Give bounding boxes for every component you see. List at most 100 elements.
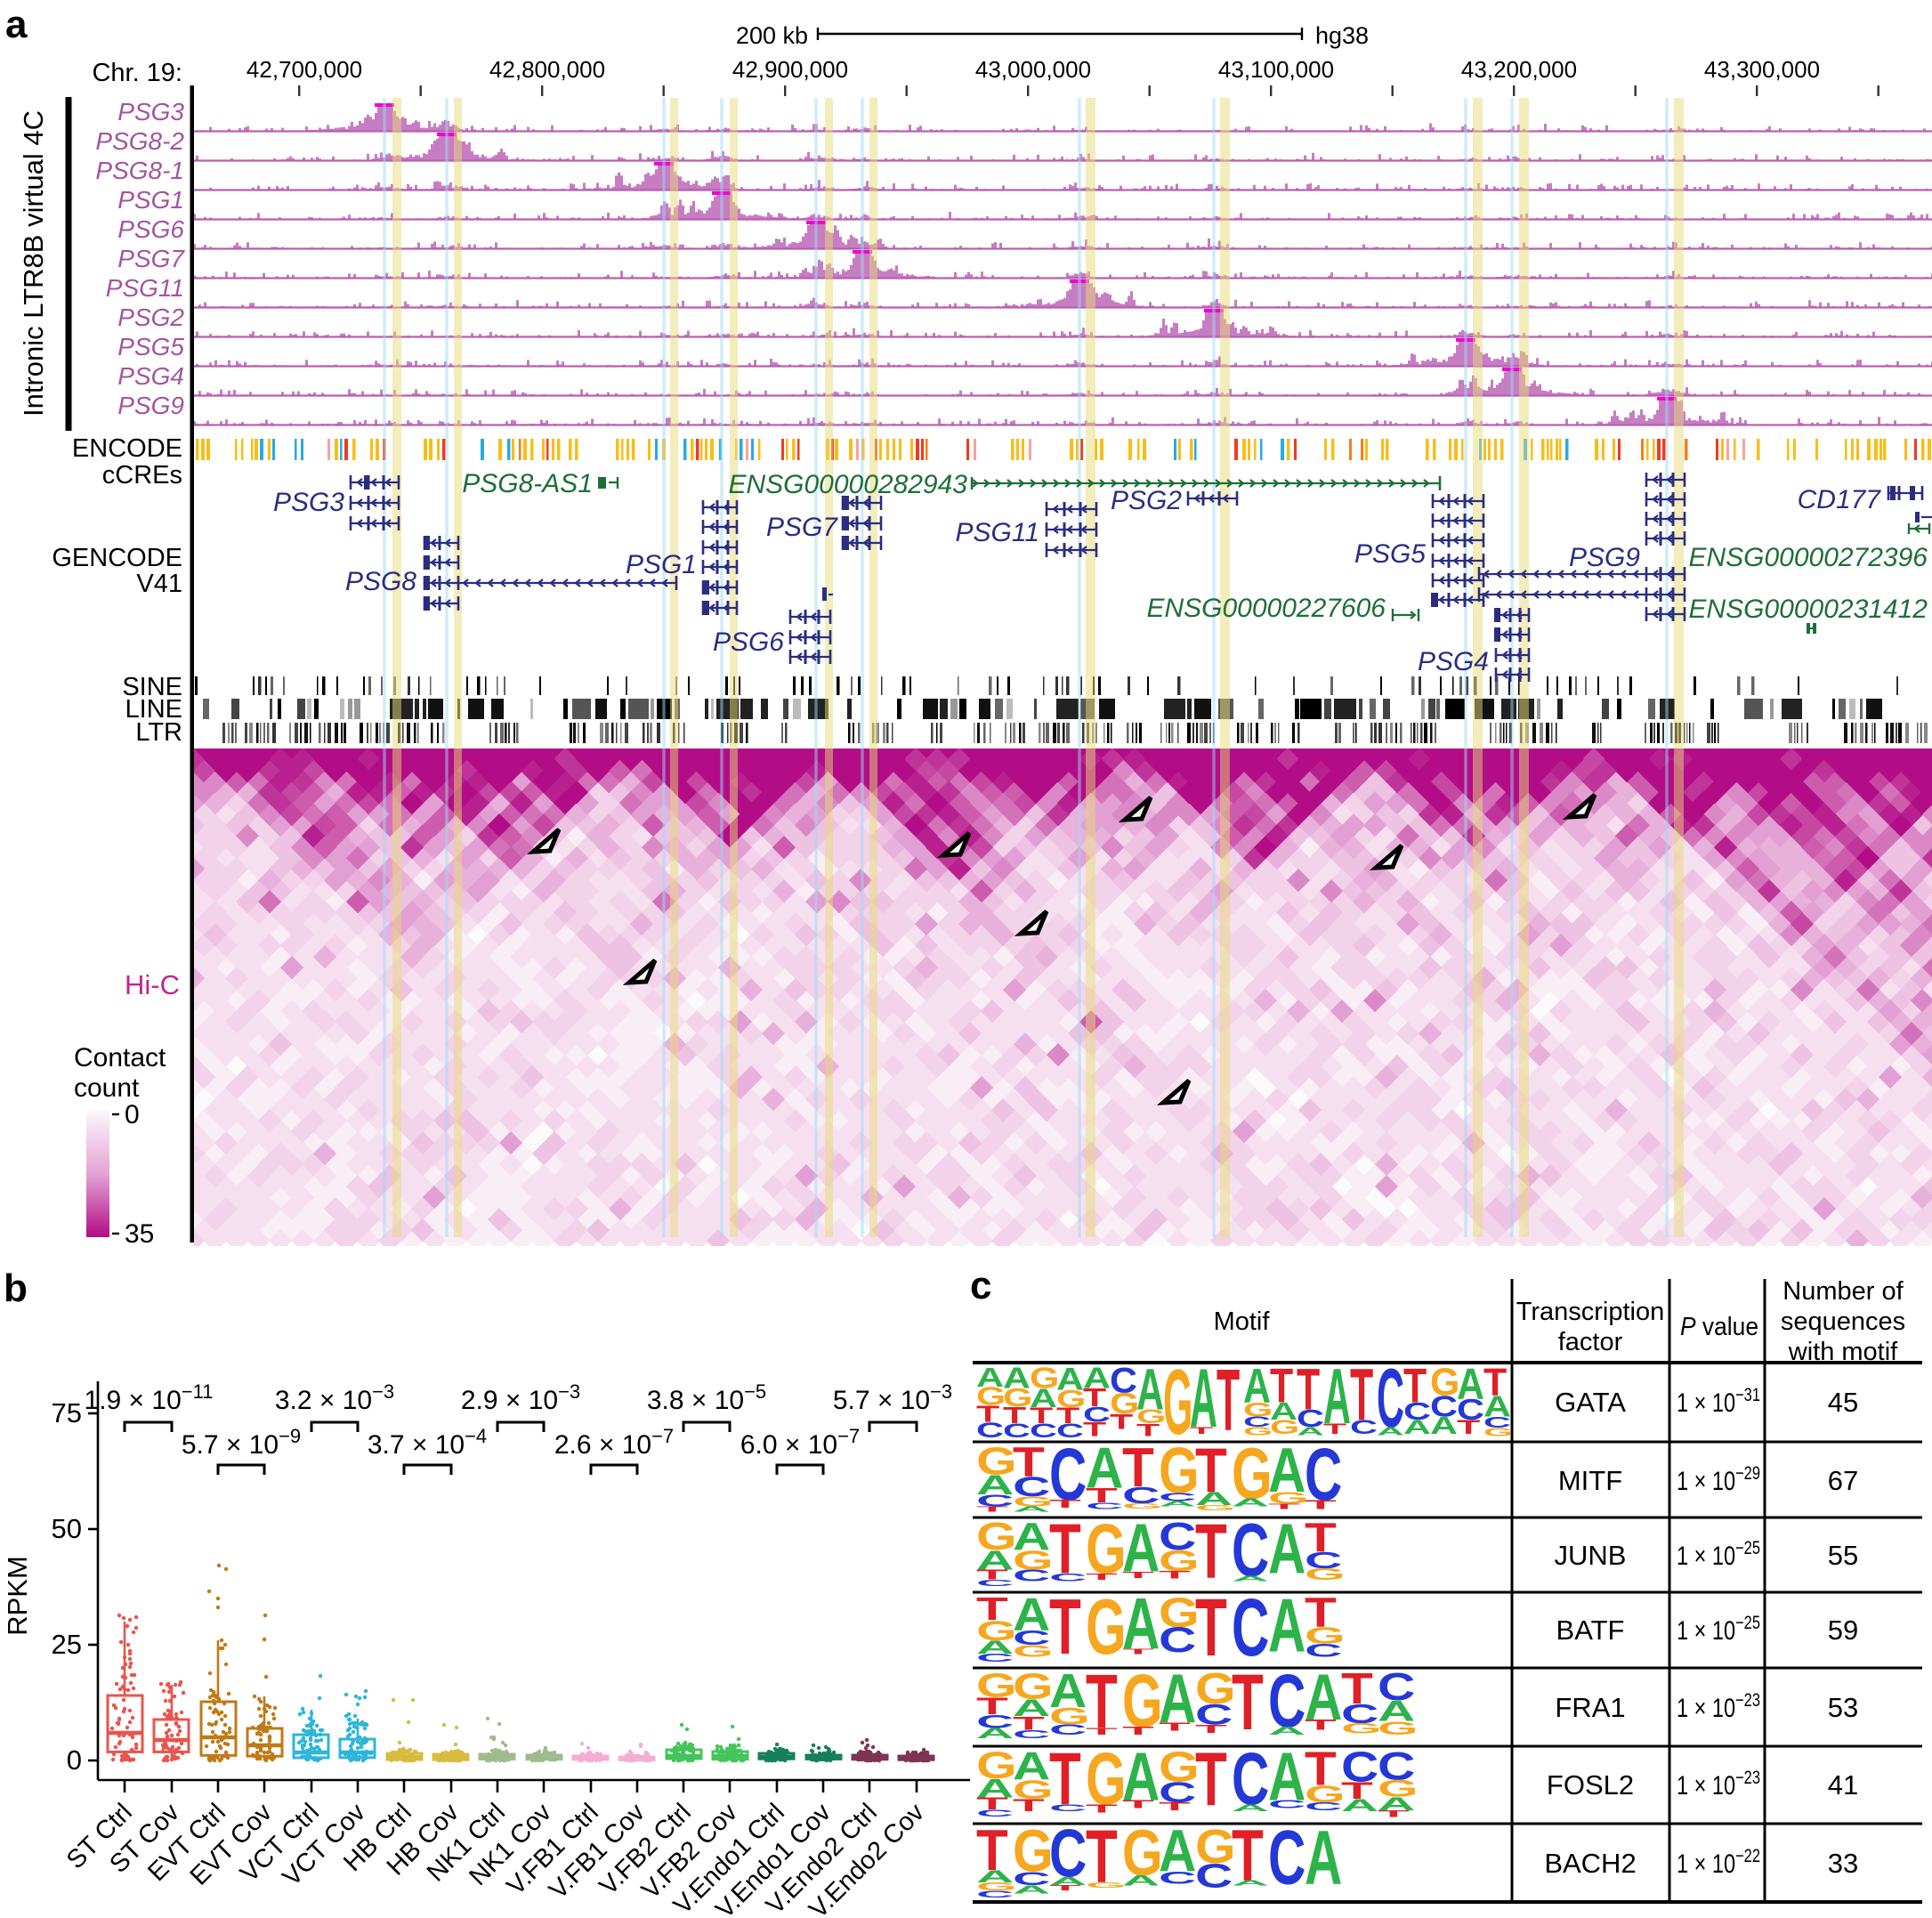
svg-text:T: T <box>1483 1361 1508 1404</box>
svg-text:C: C <box>1049 1817 1087 1891</box>
svg-text:C: C <box>1243 1413 1271 1429</box>
svg-text:A: A <box>1403 1417 1431 1438</box>
svg-text:C: C <box>1305 1640 1342 1661</box>
svg-text:A: A <box>976 1545 1014 1575</box>
svg-text:G: G <box>1159 1435 1200 1508</box>
svg-text:C: C <box>1268 1659 1306 1743</box>
svg-text:C: C <box>976 1577 1014 1588</box>
svg-text:T: T <box>1083 1419 1106 1440</box>
svg-text:G: G <box>1159 1590 1200 1636</box>
svg-text:C: C <box>1003 1420 1031 1442</box>
svg-text:C: C <box>1086 1501 1123 1511</box>
svg-text:G: G <box>1086 1738 1127 1821</box>
svg-text:Motif: Motif <box>1214 1307 1271 1336</box>
svg-text:PSG1: PSG1 <box>117 186 184 214</box>
svg-text:T: T <box>1297 1356 1320 1421</box>
svg-text:G: G <box>1378 1776 1419 1802</box>
svg-text:T: T <box>1195 1508 1227 1594</box>
svg-text:A: A <box>1232 1879 1269 1888</box>
svg-text:A: A <box>1323 1352 1351 1440</box>
svg-text:T: T <box>1305 1515 1337 1561</box>
svg-text:T: T <box>1110 1411 1133 1434</box>
svg-text:ENSG00000227606: ENSG00000227606 <box>1146 594 1386 623</box>
svg-text:ENSG00000272396: ENSG00000272396 <box>1688 543 1928 572</box>
svg-text:A: A <box>1243 1358 1271 1412</box>
svg-text:75: 75 <box>52 1397 82 1428</box>
svg-text:C: C <box>1049 1802 1087 1813</box>
svg-text:b: b <box>4 1267 28 1310</box>
svg-text:A: A <box>1341 1796 1378 1815</box>
svg-text:C: C <box>1232 1582 1269 1673</box>
svg-text:A: A <box>1136 1356 1164 1421</box>
svg-text:42,900,000: 42,900,000 <box>732 56 848 83</box>
svg-text:C: C <box>1122 1482 1160 1508</box>
svg-text:JUNB: JUNB <box>1555 1540 1627 1571</box>
svg-text:1.9 × 10−11: 1.9 × 10−11 <box>85 1380 214 1415</box>
svg-text:A: A <box>1268 1509 1306 1589</box>
svg-text:41: 41 <box>1828 1769 1858 1801</box>
svg-text:G: G <box>1243 1399 1273 1420</box>
svg-text:C: C <box>976 1889 1014 1899</box>
svg-text:A: A <box>1195 1489 1233 1509</box>
svg-text:G: G <box>1483 1425 1513 1438</box>
svg-text:MITF: MITF <box>1558 1465 1622 1496</box>
svg-text:G: G <box>1378 1718 1419 1739</box>
svg-text:C: C <box>1159 1868 1196 1888</box>
svg-text:C: C <box>1350 1417 1378 1438</box>
svg-text:A: A <box>976 1726 1014 1742</box>
svg-text:C: C <box>1305 1434 1342 1517</box>
svg-text:PSG3: PSG3 <box>273 488 344 517</box>
svg-text:A: A <box>1122 1873 1160 1889</box>
svg-text:C: C <box>1013 1471 1050 1502</box>
svg-text:cCREs: cCREs <box>102 461 182 490</box>
svg-text:T: T <box>1378 1809 1410 1819</box>
svg-text:43,300,000: 43,300,000 <box>1704 56 1820 83</box>
svg-text:5.7 × 10−9: 5.7 × 10−9 <box>182 1425 301 1460</box>
svg-text:A: A <box>1232 1802 1269 1813</box>
svg-text:T: T <box>1086 1485 1118 1507</box>
svg-text:T: T <box>976 1591 1008 1627</box>
svg-text:PSG6: PSG6 <box>713 627 784 657</box>
svg-text:BACH2: BACH2 <box>1544 1848 1636 1879</box>
svg-text:53: 53 <box>1828 1692 1858 1723</box>
svg-text:G: G <box>1305 1623 1346 1648</box>
svg-text:GATA: GATA <box>1555 1387 1626 1418</box>
svg-text:G: G <box>1195 1503 1236 1511</box>
svg-text:A: A <box>976 1469 1014 1501</box>
svg-text:T: T <box>1190 1425 1213 1436</box>
svg-text:42,700,000: 42,700,000 <box>247 56 362 83</box>
svg-text:A: A <box>1122 1509 1160 1587</box>
svg-text:45: 45 <box>1828 1387 1858 1418</box>
svg-text:hg38: hg38 <box>1315 22 1369 49</box>
svg-text:G: G <box>1305 1781 1346 1808</box>
svg-text:T: T <box>1083 1383 1106 1412</box>
svg-text:T: T <box>1270 1358 1293 1412</box>
svg-text:G: G <box>1086 1582 1127 1671</box>
svg-text:G: G <box>1013 1775 1054 1804</box>
svg-text:T: T <box>1159 1801 1191 1813</box>
svg-text:G: G <box>1268 1489 1309 1508</box>
svg-text:G: G <box>1086 1881 1127 1890</box>
svg-text:C: C <box>1268 1798 1306 1810</box>
svg-text:T: T <box>976 1567 1008 1582</box>
svg-text:G: G <box>1136 1406 1166 1428</box>
svg-text:G: G <box>1430 1361 1459 1404</box>
svg-text:C: C <box>1030 1420 1057 1442</box>
svg-text:T: T <box>1086 1572 1118 1582</box>
svg-text:G: G <box>1163 1350 1192 1453</box>
svg-text:A: A <box>1013 1695 1050 1721</box>
svg-text:T: T <box>1457 1417 1480 1438</box>
svg-text:C: C <box>1049 1722 1087 1738</box>
svg-text:A: A <box>1305 1814 1342 1900</box>
svg-text:T: T <box>1195 1722 1227 1735</box>
svg-text:T: T <box>1013 1796 1045 1815</box>
svg-text:T: T <box>1049 1883 1081 1892</box>
svg-text:C: C <box>1159 1515 1196 1558</box>
svg-text:A: A <box>1378 1695 1415 1728</box>
svg-text:T: T <box>1049 1738 1081 1821</box>
svg-text:T: T <box>976 1692 1008 1719</box>
svg-text:T: T <box>1030 1404 1054 1428</box>
svg-text:A: A <box>1013 1589 1050 1640</box>
svg-text:200 kb: 200 kb <box>736 22 808 49</box>
svg-text:T: T <box>1305 1498 1337 1512</box>
